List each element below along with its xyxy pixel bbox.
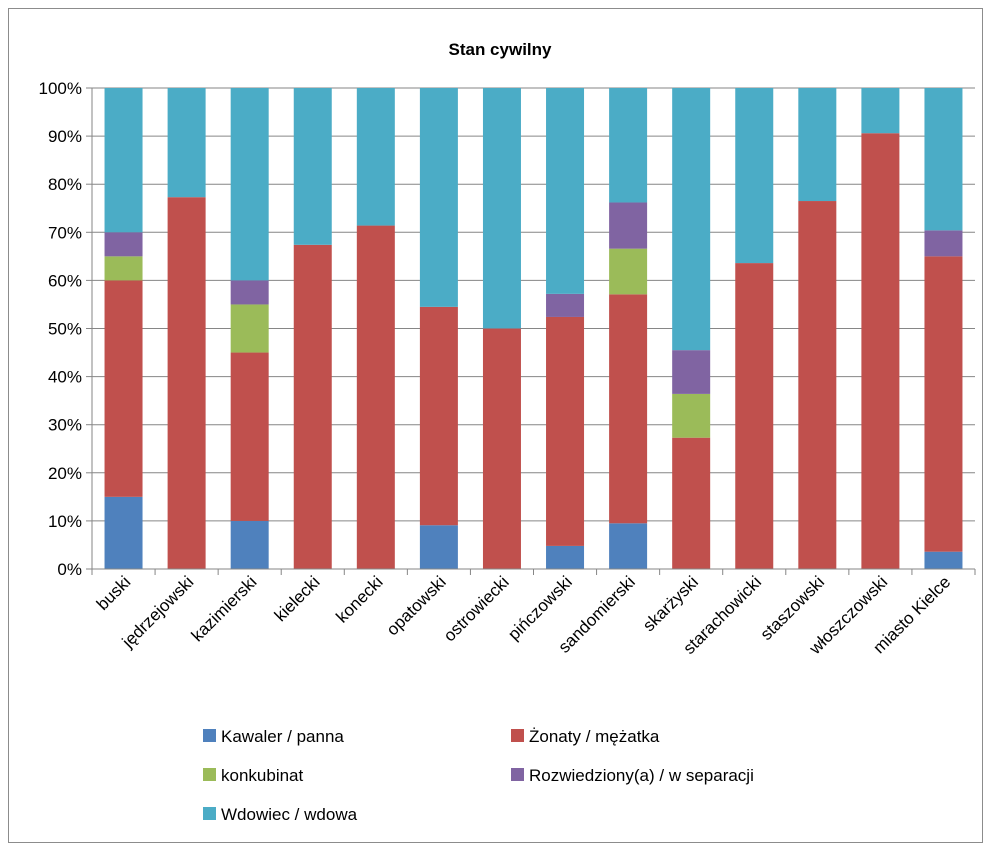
legend-label: Rozwiedziony(a) / w separacji <box>529 766 754 785</box>
bar-segment <box>924 230 962 256</box>
x-tick-label: kielecki <box>271 572 324 625</box>
bar-segment <box>546 88 584 294</box>
y-tick-label: 20% <box>48 464 82 483</box>
legend-label: Żonaty / mężatka <box>529 727 660 746</box>
bar-segment <box>294 245 332 569</box>
x-tick-label: opatowski <box>383 572 450 639</box>
legend-label: Kawaler / panna <box>221 727 344 746</box>
bar-segment <box>231 353 269 521</box>
legend-label: Wdowiec / wdowa <box>221 805 358 824</box>
bar-segment <box>798 88 836 201</box>
legend-swatch <box>203 729 216 742</box>
bar-segment <box>483 329 521 570</box>
legend-swatch <box>511 729 524 742</box>
bar-segment <box>609 202 647 248</box>
legend-label: konkubinat <box>221 766 304 785</box>
bar-segment <box>798 201 836 569</box>
bar-segment <box>609 294 647 523</box>
bar-segment <box>672 438 710 569</box>
bar-segment <box>357 226 395 569</box>
legend-swatch <box>203 768 216 781</box>
y-tick-label: 30% <box>48 416 82 435</box>
x-tick-label: kazimierski <box>188 572 261 645</box>
bar-segment <box>420 307 458 525</box>
bar-segment <box>105 232 143 256</box>
legend-swatch <box>511 768 524 781</box>
y-tick-label: 60% <box>48 271 82 290</box>
bar-segment <box>546 546 584 569</box>
bar-segment <box>231 280 269 304</box>
chart-title: Stan cywilny <box>449 40 553 59</box>
legend: Kawaler / panna Żonaty / mężatka konkubina… <box>203 727 754 824</box>
x-tick-label: buski <box>93 572 134 613</box>
y-tick-label: 40% <box>48 368 82 387</box>
bar-segment <box>294 88 332 245</box>
y-tick-label: 10% <box>48 512 82 531</box>
bar-segment <box>924 88 962 230</box>
bar-segment <box>105 280 143 496</box>
bar-segment <box>231 88 269 280</box>
bar-segment <box>735 88 773 263</box>
bar-segment <box>924 256 962 551</box>
y-tick-label: 80% <box>48 175 82 194</box>
bar-segment <box>735 263 773 569</box>
bar-segment <box>672 88 710 350</box>
y-tick-label: 0% <box>57 560 82 579</box>
y-tick-label: 50% <box>48 320 82 339</box>
bar-segment <box>231 304 269 352</box>
bar-segment <box>609 523 647 569</box>
y-tick-label: 100% <box>39 79 82 98</box>
bar-segment <box>420 525 458 569</box>
bar-segment <box>105 256 143 280</box>
bar-segment <box>546 294 584 317</box>
bar-segment <box>861 133 899 569</box>
y-tick-label: 70% <box>48 223 82 242</box>
bar-segment <box>105 497 143 569</box>
y-tick-label: 90% <box>48 127 82 146</box>
x-tick-label: skarżyski <box>639 572 702 635</box>
bar-segment <box>924 552 962 569</box>
bar-segment <box>672 394 710 438</box>
x-tick-label: konecki <box>332 572 386 626</box>
bar-segment <box>861 88 899 133</box>
bar-segment <box>672 350 710 394</box>
bar-segment <box>420 88 458 307</box>
y-axis-ticks: 0% 10% 20% 30% 40% 50% 60% 70% 80% 90% 100% <box>39 79 92 579</box>
bar-segment <box>483 88 521 329</box>
bar-segment <box>609 249 647 295</box>
bar-segment <box>231 521 269 569</box>
legend-swatch <box>203 807 216 820</box>
bar-segment <box>168 88 206 197</box>
gridlines <box>92 88 975 569</box>
bar-segment <box>168 197 206 569</box>
x-tick-label: ostrowiecki <box>440 572 513 645</box>
bar-segment <box>546 317 584 546</box>
bar-segment <box>609 88 647 202</box>
bar-segment <box>357 88 395 226</box>
bar-segment <box>105 88 143 232</box>
